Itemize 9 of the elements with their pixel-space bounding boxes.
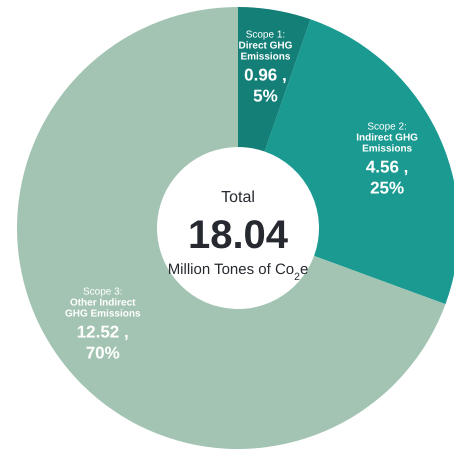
text: Total	[221, 189, 255, 206]
slice-label: Scope 1: Direct GHG Emissions	[238, 29, 293, 62]
slice-label: Scope 2: Indirect GHG Emissions	[356, 121, 418, 154]
text: Million Tones of Co$_{2}$e	[168, 261, 308, 283]
data-label: 4.56 , 25%	[366, 157, 408, 198]
slice-label: Scope 3: Other Indirect GHG Emissions	[64, 286, 141, 320]
text: 18.04	[188, 213, 289, 257]
data-label: 0.96 , 5%	[244, 65, 287, 106]
data-label: 12.52 , 70%	[76, 322, 129, 362]
